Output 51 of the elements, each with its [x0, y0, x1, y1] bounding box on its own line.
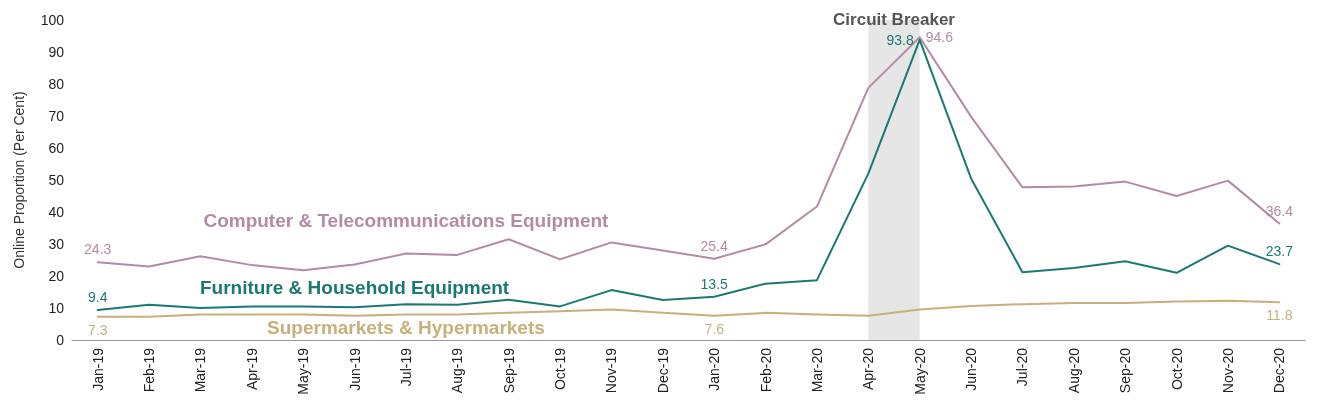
y-tick-label: 40 [48, 204, 65, 220]
x-tick-label: Dec-19 [654, 347, 671, 394]
series-label: Supermarkets & Hypermarkets [267, 316, 545, 338]
x-tick-label: Oct-19 [552, 347, 569, 391]
x-tick-label: Sep-19 [500, 347, 517, 394]
x-tick-label: Nov-19 [603, 347, 620, 394]
x-tick-label: Nov-20 [1219, 347, 1236, 394]
x-tick-label: Jun-19 [346, 347, 363, 391]
x-tick-label: Jan-19 [89, 347, 106, 391]
data-label: 36.4 [1265, 202, 1294, 219]
x-tick-label: Sep-20 [1117, 347, 1134, 394]
data-label: 13.5 [700, 275, 729, 292]
x-tick-label: Feb-20 [757, 347, 774, 393]
data-label: 24.3 [84, 241, 112, 258]
x-tick-label: Aug-20 [1065, 347, 1082, 394]
series-label: Computer & Telecommunications Equipment [203, 209, 610, 231]
y-tick-label: 100 [40, 12, 65, 28]
x-tick-label: May-20 [911, 347, 928, 395]
y-tick-label: 80 [48, 76, 65, 92]
y-tick-label: 30 [48, 236, 65, 252]
data-label: 23.7 [1265, 243, 1294, 260]
x-tick-label: Aug-19 [449, 347, 466, 394]
y-tick-label: 50 [48, 172, 65, 188]
x-tick-label: Mar-19 [192, 347, 209, 393]
band-label: Circuit Breaker [833, 10, 956, 29]
x-tick-label: Jul-20 [1014, 347, 1031, 387]
x-tick-label: Jan-20 [706, 347, 723, 391]
x-tick-label: May-19 [295, 347, 312, 395]
y-tick-label: 70 [48, 108, 65, 124]
data-label: 25.4 [700, 237, 729, 254]
x-tick-label: Jun-20 [963, 347, 980, 391]
data-label: 93.8 [886, 31, 914, 48]
data-label: 94.6 [925, 29, 954, 46]
x-tick-label: Feb-19 [141, 347, 158, 393]
data-label: 11.8 [1266, 307, 1293, 324]
data-label: 9.4 [87, 288, 108, 305]
x-tick-label: Oct-20 [1168, 347, 1185, 391]
y-tick-label: 90 [48, 44, 65, 60]
x-tick-label: Dec-20 [1271, 347, 1288, 394]
y-tick-label: 0 [56, 332, 65, 348]
data-label: 7.6 [704, 320, 725, 337]
y-tick-label: 60 [48, 140, 65, 156]
x-tick-label: Apr-19 [243, 347, 260, 391]
x-tick-label: Apr-20 [860, 347, 877, 391]
y-tick-label: 10 [48, 300, 65, 316]
x-tick-label: Mar-20 [808, 347, 825, 393]
x-tick-label: Jul-19 [397, 347, 414, 387]
data-label: 7.3 [87, 321, 108, 338]
y-tick-label: 20 [48, 268, 65, 284]
y-axis-title: Online Proportion (Per Cent) [11, 91, 27, 269]
series-label: Furniture & Household Equipment [199, 276, 510, 298]
